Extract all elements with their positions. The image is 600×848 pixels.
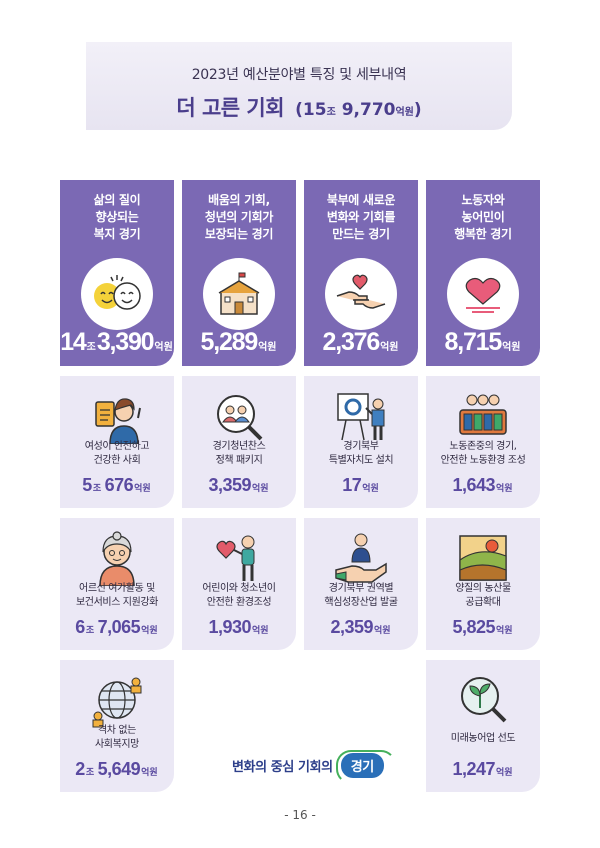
column-header: 배움의 기회, 청년의 기회가 보장되는 경기 5,289억원	[182, 180, 296, 366]
header-total: (15조 9,770억원)	[295, 100, 422, 120]
card-amount: 3,359억원	[208, 475, 269, 495]
column-amount: 14조3,390억원	[60, 328, 173, 356]
person-heart-icon	[216, 535, 255, 581]
card-description: 어르신 여가활동 및 보건서비스 지원강화	[76, 583, 158, 608]
page-number: - 16 -	[284, 808, 316, 822]
column-label: 북부에 새로운 변화와 기회를 만드는 경기	[326, 193, 396, 241]
budget-card: 여성이 안전하고 건강한 사회 5조 676억원	[60, 376, 174, 508]
card-description: 격차 없는 사회복지망	[94, 725, 139, 750]
card-description: 어린이와 청소년이 안전한 환경조성	[202, 583, 276, 608]
card-amount: 2,359억원	[330, 617, 391, 637]
woman-clipboard-icon	[95, 398, 141, 444]
budget-card: 노동존중의 경기, 안전한 노동환경 조성 1,643억원	[426, 376, 540, 508]
column-labor: 노동자와 농어민이 행복한 경기 8,715억원 노동존중의 경기, 안전한 노…	[426, 180, 540, 792]
card-description: 여성이 안전하고 건강한 사회	[84, 441, 150, 466]
budget-card: 어린이와 청소년이 안전한 환경조성 1,930억원	[182, 518, 296, 650]
slogan-text: 변화의 중심 기회의	[232, 759, 333, 775]
column-amount: 2,376억원	[322, 328, 399, 356]
column-header: 삶의 질이 향상되는 복지 경기 14조3,390억원	[60, 180, 174, 366]
card-description: 경기북부 권역별 핵심성장산업 발굴	[324, 583, 398, 608]
budget-card: 미래농어업 선도 1,247억원	[426, 660, 540, 792]
column-amount: 8,715억원	[444, 328, 521, 356]
hand-person-icon	[335, 533, 387, 583]
presentation-board-icon	[337, 393, 385, 441]
magnifier-people-icon	[217, 395, 263, 441]
globe-people-icon	[92, 677, 142, 728]
card-description: 경기북부 특별자치도 설치	[328, 441, 394, 466]
card-amount: 1,643억원	[452, 475, 513, 495]
elderly-woman-icon	[99, 531, 135, 586]
card-amount: 17억원	[342, 475, 379, 495]
column-amount: 5,289억원	[200, 328, 277, 356]
card-amount: 2조 5,649억원	[75, 759, 158, 779]
budget-card: 어르신 여가활동 및 보건서비스 지원강화 6조 7,065억원	[60, 518, 174, 650]
header-title-row: 더 고른 기회 (15조 9,770억원)	[86, 92, 512, 122]
budget-card: 경기청년찬스 정책 패키지 3,359억원	[182, 376, 296, 508]
column-education: 배움의 기회, 청년의 기회가 보장되는 경기 5,289억원 경기청년찬스 정…	[182, 180, 296, 650]
budget-card: 경기북부 특별자치도 설치 17억원	[304, 376, 418, 508]
card-amount: 6조 7,065억원	[75, 617, 158, 637]
column-label: 노동자와 농어민이 행복한 경기	[454, 193, 512, 241]
header-title: 더 고른 기회	[176, 96, 285, 120]
heart-icon	[447, 258, 519, 330]
card-amount: 1,930억원	[208, 617, 269, 637]
gyeonggi-badge: 경기	[335, 749, 396, 784]
farm-field-icon	[459, 535, 507, 581]
school-building-icon	[203, 258, 275, 330]
card-amount: 5,825억원	[452, 617, 513, 637]
column-label: 배움의 기회, 청년의 기회가 보장되는 경기	[204, 193, 274, 241]
column-north: 북부에 새로운 변화와 기회를 만드는 경기 2,376억원 경기북부 특별자치…	[304, 180, 418, 650]
slogan-logo: 변화의 중심 기회의 경기	[232, 749, 396, 784]
card-description: 미래농어업 선도	[450, 733, 516, 744]
column-welfare: 삶의 질이 향상되는 복지 경기 14조3,390억원 여성이 안전하고 건강한…	[60, 180, 174, 792]
header-subtitle: 2023년 예산분야별 특징 및 세부내역	[191, 67, 407, 83]
card-amount: 1,247억원	[452, 759, 513, 779]
smiley-faces-icon	[81, 258, 153, 330]
column-header: 노동자와 농어민이 행복한 경기 8,715억원	[426, 180, 540, 366]
budget-card: 격차 없는 사회복지망 2조 5,649억원	[60, 660, 174, 792]
card-amount: 5조 676억원	[82, 475, 151, 495]
card-description: 양질의 농산물 공급확대	[455, 583, 511, 608]
card-description: 노동존중의 경기, 안전한 노동환경 조성	[440, 441, 526, 466]
column-label: 삶의 질이 향상되는 복지 경기	[93, 193, 141, 241]
budget-card: 경기북부 권역별 핵심성장산업 발굴 2,359억원	[304, 518, 418, 650]
magnifier-sprout-icon	[461, 677, 507, 723]
header-banner: 2023년 예산분야별 특징 및 세부내역 더 고른 기회 (15조 9,770…	[86, 42, 512, 130]
column-header: 북부에 새로운 변화와 기회를 만드는 경기 2,376억원	[304, 180, 418, 366]
hands-heart-icon	[325, 258, 397, 330]
workers-group-icon	[459, 394, 507, 435]
budget-card: 양질의 농산물 공급확대 5,825억원	[426, 518, 540, 650]
card-description: 경기청년찬스 정책 패키지	[212, 441, 266, 466]
